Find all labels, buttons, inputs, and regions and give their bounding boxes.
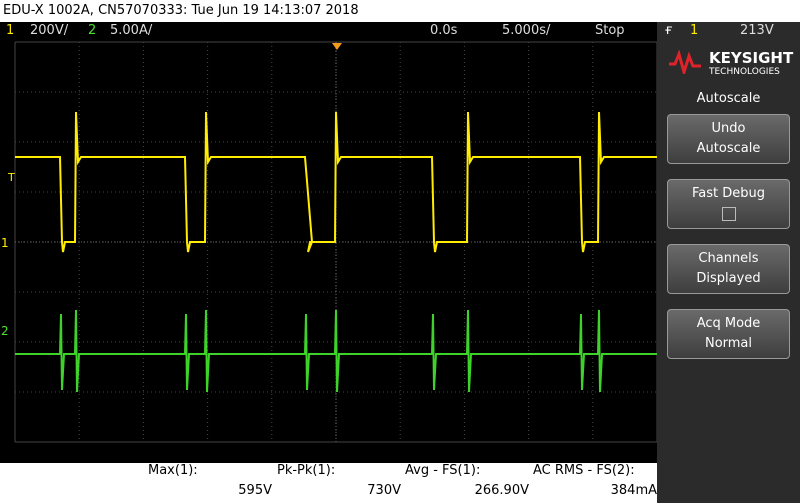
measurement-value: 384mA: [610, 483, 657, 498]
brand: KEYSIGHT: [709, 49, 794, 67]
waveform-display: T 1 2: [0, 40, 657, 463]
status-bar: 1 200V/ 2 5.00A/ 0.0s 5.000s/ Stop: [0, 22, 657, 40]
title: EDU-X 1002A, CN57070333: Tue Jun 19 14:1…: [3, 3, 359, 18]
ch2-scale: 5.00A/: [110, 23, 153, 38]
button-label: Acq Mode: [696, 316, 761, 331]
button-label: Autoscale: [696, 141, 761, 156]
button-label: Undo: [711, 121, 746, 136]
menu-button[interactable]: Undo Autoscale: [667, 114, 790, 164]
menu-button[interactable]: Fast Debug: [667, 179, 790, 229]
button-label: Channels: [698, 251, 759, 266]
ch1-trace: [15, 111, 657, 253]
menu-button[interactable]: Channels Displayed: [667, 244, 790, 294]
trigger-edge: ғ: [665, 23, 673, 38]
measurement: AC RMS - FS(2): 384mA: [533, 463, 657, 503]
trigger-source: 1: [690, 23, 699, 38]
measurement-value: 595V: [238, 483, 272, 498]
measurement-label: Avg - FS(1):: [405, 463, 481, 478]
ch1-label: 1: [6, 23, 15, 38]
menu-title: Autoscale: [696, 91, 761, 106]
ch2-label: 2: [88, 23, 97, 38]
brand-sub: TECHNOLOGIES: [709, 67, 780, 77]
measurement-value: 266.90V: [474, 483, 529, 498]
ch2-ground: 2: [1, 324, 9, 338]
trigger-pos: [332, 43, 342, 50]
measurement-bar: Max(1): 595V Pk-Pk(1): 730V Avg - FS(1): 266.…: [0, 463, 657, 503]
ch2-trace: [15, 309, 657, 393]
time-delay: 0.0s: [430, 23, 458, 38]
trigger-level: 213V: [740, 23, 774, 38]
button-label: Normal: [704, 336, 753, 351]
measurement: Avg - FS(1): 266.90V: [405, 463, 529, 503]
ch1-ground: 1: [1, 236, 9, 250]
measurement: Pk-Pk(1): 730V: [277, 463, 401, 503]
measurement: Max(1): 595V: [148, 463, 272, 503]
run-state: Stop: [595, 23, 625, 38]
measurement-label: AC RMS - FS(2):: [533, 463, 635, 478]
logo-wave: [669, 50, 701, 74]
trigger-marker: T: [7, 171, 15, 184]
side-panel: KEYSIGHT TECHNOLOGIES Autoscale Undo Auto…: [657, 22, 800, 503]
measurement-value: 730V: [367, 483, 401, 498]
button-label: Displayed: [696, 271, 761, 286]
measurement-label: Pk-Pk(1):: [277, 463, 336, 478]
ch1-scale: 200V/: [30, 23, 69, 38]
button-label: Fast Debug: [691, 186, 765, 201]
menu-button[interactable]: Acq Mode Normal: [667, 309, 790, 359]
checkbox: [721, 207, 736, 221]
title-bar: EDU-X 1002A, CN57070333: Tue Jun 19 14:1…: [0, 0, 800, 22]
display-bg: [0, 40, 657, 463]
time-scale: 5.000s/: [502, 23, 551, 38]
measurement-label: Max(1):: [148, 463, 198, 478]
